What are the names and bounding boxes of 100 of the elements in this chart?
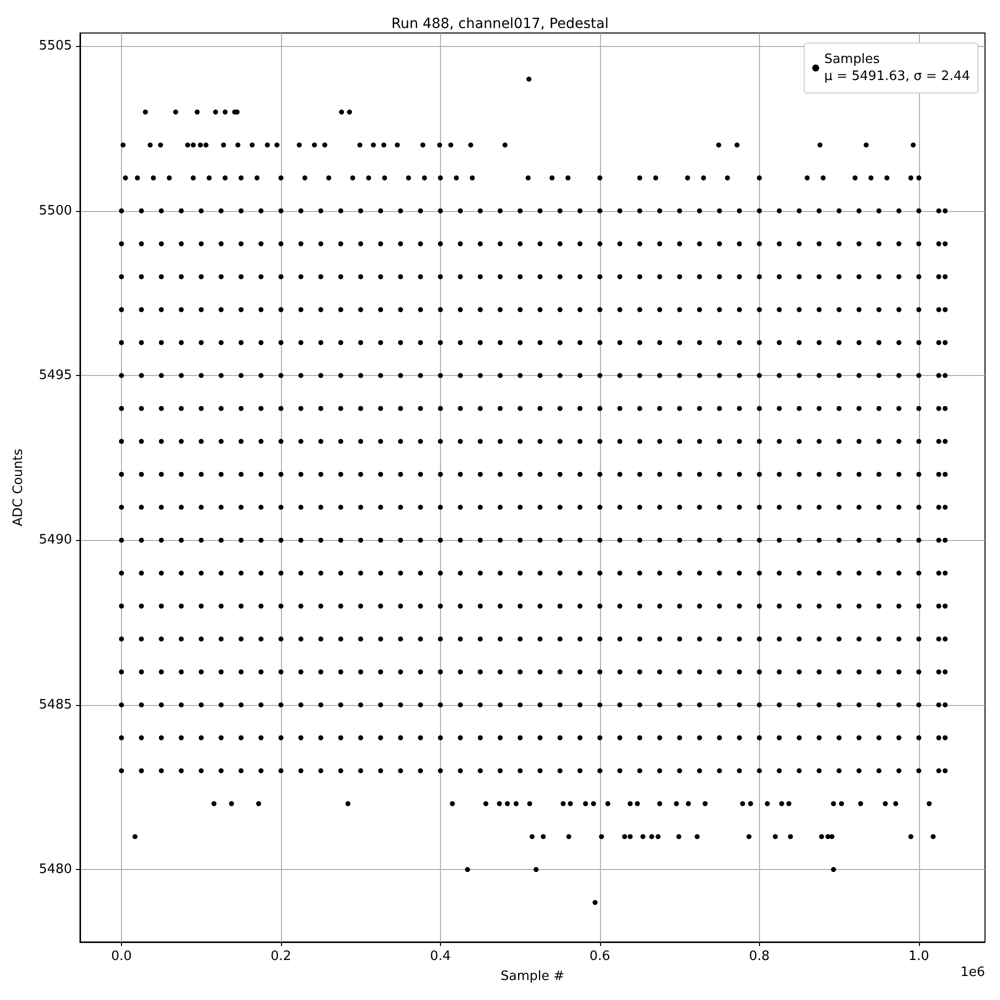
point: [398, 669, 404, 674]
point: [637, 208, 642, 214]
y-tick-label: 5490: [38, 532, 72, 548]
point: [468, 142, 474, 148]
point: [438, 307, 443, 312]
point: [637, 538, 642, 543]
point: [318, 636, 324, 642]
point: [178, 669, 184, 674]
chart-title: Run 488, channel017, Pedestal: [391, 16, 609, 32]
point: [178, 373, 184, 378]
point: [138, 735, 144, 740]
point: [538, 438, 543, 444]
point: [697, 735, 702, 740]
point: [896, 307, 902, 312]
point: [478, 241, 483, 246]
point: [178, 274, 184, 280]
point: [597, 702, 602, 708]
point: [566, 834, 572, 840]
point: [514, 801, 519, 806]
point: [649, 834, 654, 840]
point: [378, 669, 384, 674]
point: [864, 142, 869, 148]
point: [318, 472, 324, 477]
point: [677, 241, 682, 246]
point: [178, 504, 184, 510]
x-tick-label: 0.0: [111, 949, 132, 964]
point: [577, 438, 582, 444]
point: [605, 801, 610, 806]
point: [338, 274, 344, 280]
point: [238, 406, 244, 411]
point: [258, 504, 264, 510]
point: [198, 241, 204, 246]
x-axis-title: Sample #: [500, 969, 564, 984]
point: [258, 669, 264, 674]
point: [418, 669, 423, 674]
point: [637, 340, 642, 346]
point: [318, 504, 324, 510]
y-tick-label: 5485: [38, 697, 72, 712]
point: [518, 340, 523, 346]
point: [816, 438, 822, 444]
point: [498, 538, 503, 543]
point: [942, 570, 948, 576]
point: [856, 702, 862, 708]
point: [816, 669, 822, 674]
point: [138, 504, 144, 510]
point: [657, 702, 662, 708]
point: [637, 274, 642, 280]
point: [278, 175, 284, 180]
point: [796, 241, 802, 246]
point: [438, 406, 443, 411]
point: [617, 406, 622, 411]
point: [437, 142, 442, 148]
point: [218, 570, 224, 576]
point: [836, 340, 842, 346]
point: [558, 438, 563, 444]
point: [398, 373, 404, 378]
point: [438, 373, 443, 378]
point: [418, 504, 423, 510]
point: [756, 274, 762, 280]
point: [498, 307, 503, 312]
point: [190, 142, 196, 148]
point: [677, 504, 682, 510]
point: [198, 768, 204, 774]
point: [657, 669, 662, 674]
point: [298, 636, 304, 642]
point: [318, 438, 324, 444]
point: [856, 768, 862, 774]
point: [876, 504, 882, 510]
x-tick-label: 0.8: [749, 949, 770, 964]
point: [338, 438, 344, 444]
point: [398, 438, 404, 444]
point: [190, 175, 196, 180]
point: [876, 472, 882, 477]
point: [118, 604, 124, 609]
point: [518, 208, 523, 214]
point: [538, 768, 543, 774]
point: [518, 274, 523, 280]
point: [478, 340, 483, 346]
point: [198, 735, 204, 740]
point: [617, 241, 622, 246]
point: [796, 669, 802, 674]
point: [378, 768, 384, 774]
point: [178, 636, 184, 642]
point: [178, 208, 184, 214]
point: [378, 636, 384, 642]
point: [736, 340, 742, 346]
point: [198, 604, 204, 609]
point: [896, 274, 902, 280]
point: [796, 208, 802, 214]
point: [916, 241, 922, 246]
point: [816, 373, 822, 378]
point: [936, 307, 942, 312]
point: [942, 636, 948, 642]
point: [318, 274, 324, 280]
point: [942, 768, 948, 774]
point: [836, 538, 842, 543]
legend-label: Samples μ = 5491.63, σ = 2.44: [824, 52, 970, 84]
point: [338, 340, 344, 346]
point: [736, 735, 742, 740]
point: [657, 538, 662, 543]
